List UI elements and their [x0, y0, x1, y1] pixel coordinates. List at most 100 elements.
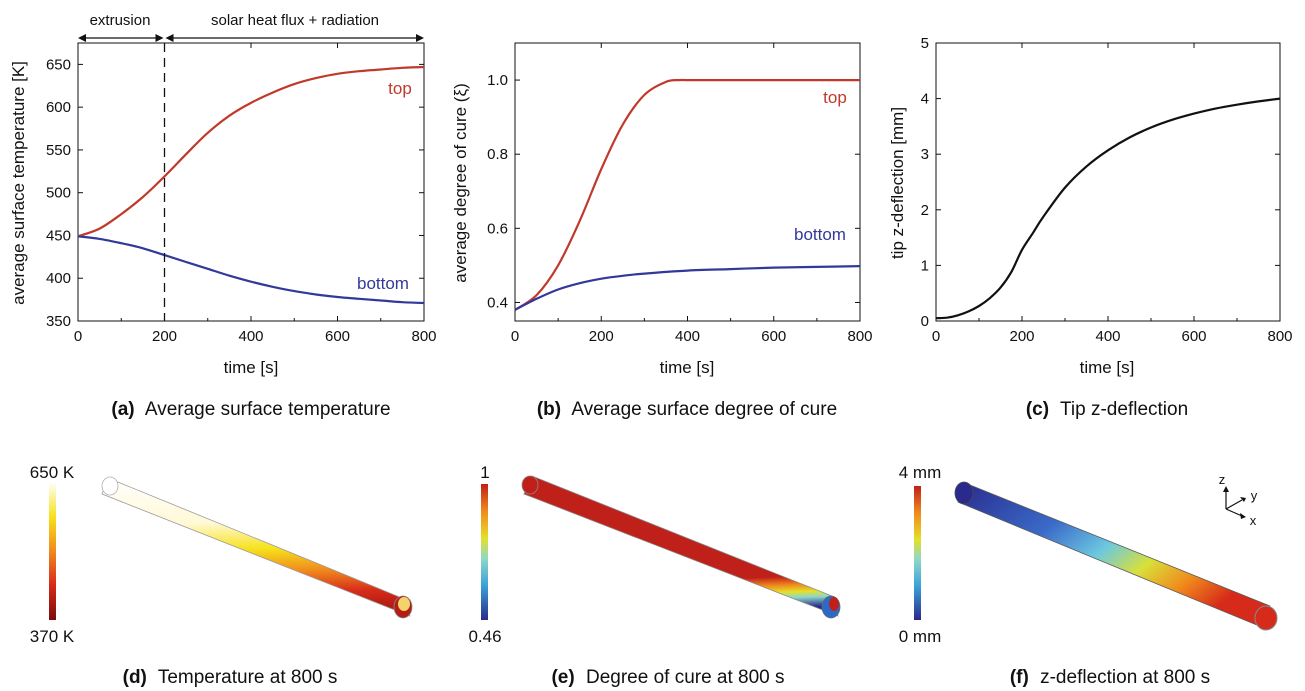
caption-b: (b) Average surface degree of cure [537, 399, 837, 420]
chart-a-plot-area: 0 200 400 600 800 350 400 450 500 550 600 650 [46, 42, 437, 345]
colorbar-temperature [49, 482, 56, 620]
caption-f: (f) z-deflection at 800 s [1010, 667, 1210, 688]
chart-a-ytick-label: 650 [46, 56, 71, 73]
chart-a-xtick-label: 200 [152, 328, 177, 345]
chart-b-plot-area: 0 200 400 600 800 0.4 0.6 0.8 1.0 [487, 42, 873, 345]
chart-b-frame [514, 42, 861, 322]
chart-c-frame [935, 42, 1281, 322]
colorbar-d-min: 370 K [30, 627, 75, 646]
caption-d-text: Temperature at 800 s [158, 667, 338, 688]
chart-b-xtick-label: 0 [511, 328, 519, 345]
chart-a-series-bottom-line [77, 235, 425, 305]
caption-b-text: Average surface degree of cure [571, 399, 837, 420]
colorbar-e-min: 0.46 [468, 627, 501, 646]
caption-d-panel: (d) [123, 667, 147, 688]
caption-f-text: z-deflection at 800 s [1040, 667, 1210, 688]
chart-b-ytick-label: 0.4 [487, 294, 508, 311]
chart-a-ytick-label: 400 [46, 270, 71, 287]
chart-a-series [77, 43, 425, 321]
colorbar-cure [481, 484, 488, 620]
caption-e: (e) Degree of cure at 800 s [551, 667, 784, 688]
colorbar-f-min: 0 mm [899, 627, 942, 646]
colorbar-e-max: 1 [480, 463, 489, 482]
chart-a-ytick-label: 600 [46, 99, 71, 116]
caption-b-panel: (b) [537, 399, 561, 420]
chart-a-ylabel: average surface temperature [K] [9, 61, 28, 305]
rod-deflection [954, 481, 1278, 631]
chart-c-series-deflection-line [935, 97, 1281, 320]
caption-c: (c) Tip z-deflection [1026, 399, 1188, 420]
chart-a-xtick-label: 0 [74, 328, 82, 345]
chart-b-series-bottom-line [514, 265, 861, 311]
chart-a-xtick-label: 400 [238, 328, 263, 345]
colorbar-deflection [914, 486, 921, 620]
chart-a-ytick-label: 350 [46, 313, 71, 330]
chart-c-xlabel: time [s] [1080, 358, 1135, 377]
chart-a-xtick-label: 600 [325, 328, 350, 345]
chart-b-ytick-label: 0.8 [487, 146, 508, 163]
caption-c-panel: (c) [1026, 399, 1049, 420]
phase-label-solar: solar heat flux + radiation [211, 12, 379, 29]
colorbar-f-max: 4 mm [899, 463, 942, 482]
chart-a-xlabel: time [s] [224, 358, 279, 377]
chart-b-series-label-bottom: bottom [794, 225, 846, 244]
panel-a-temperature-chart: 0 200 400 600 800 350 400 450 500 550 600 650 extru… [9, 12, 437, 420]
rod-cure [521, 475, 841, 619]
chart-c-ylabel: tip z-deflection [mm] [888, 107, 907, 259]
panel-c-deflection-chart: 0 200 400 600 800 0 1 2 3 4 5 time [s] tip z-defle… [888, 35, 1293, 420]
chart-b-xtick-label: 600 [761, 328, 786, 345]
panel-e-cure-contour: 1 0.46 (e) Degree of cure at 800 s [468, 463, 841, 688]
chart-c-xtick-label: 600 [1181, 328, 1206, 345]
chart-b-series-top-line [514, 78, 860, 311]
caption-a-panel: (a) [111, 399, 134, 420]
panel-d-temperature-contour: 650 K 370 K (d) Temperature at 800 s [30, 463, 413, 688]
chart-c-ytick-label: 1 [921, 257, 929, 274]
caption-c-text: Tip z-deflection [1060, 399, 1188, 420]
chart-b-series [514, 78, 861, 311]
phase-arrowhead-left-2 [165, 34, 174, 42]
chart-c-xtick-label: 800 [1267, 328, 1292, 345]
chart-b-ylabel: average degree of cure (ξ) [451, 83, 470, 282]
chart-b-xtick-label: 200 [589, 328, 614, 345]
chart-b-xlabel: time [s] [660, 358, 715, 377]
triad-y-label: y [1251, 488, 1258, 503]
chart-c-ytick-label: 5 [921, 35, 929, 52]
caption-a-text: Average surface temperature [145, 399, 391, 420]
panel-f-deflection-contour: 4 mm 0 mm z y x (f) z-deflection at 800 … [899, 463, 1278, 688]
chart-c-series [935, 97, 1281, 320]
triad-z-label: z [1219, 472, 1226, 487]
colorbar-d-max: 650 K [30, 463, 75, 482]
chart-a-series-label-bottom: bottom [357, 274, 409, 293]
caption-d: (d) Temperature at 800 s [123, 667, 338, 688]
triad-x-label: x [1250, 513, 1257, 528]
phase-arrowhead-right-2 [416, 34, 424, 42]
chart-b-ytick-label: 1.0 [487, 72, 508, 89]
chart-c-xtick-label: 200 [1009, 328, 1034, 345]
caption-a: (a) Average surface temperature [111, 399, 390, 420]
chart-c-ytick-label: 0 [921, 313, 929, 330]
caption-e-text: Degree of cure at 800 s [586, 667, 785, 688]
chart-b-ytick-label: 0.6 [487, 220, 508, 237]
phase-arrowhead-left [78, 34, 86, 42]
chart-a-series-top-line [77, 65, 425, 238]
chart-c-ytick-label: 4 [921, 91, 929, 108]
chart-c-xtick-label: 0 [932, 328, 940, 345]
caption-e-panel: (e) [551, 667, 574, 688]
chart-a-ytick-label: 450 [46, 227, 71, 244]
axis-triad-icon: z y x [1219, 472, 1258, 528]
chart-a-xtick-label: 800 [411, 328, 436, 345]
chart-a-phase-annotations: extrusion solar heat flux + radiation [78, 12, 424, 42]
chart-b-xtick-label: 400 [675, 328, 700, 345]
chart-b-xtick-label: 800 [847, 328, 872, 345]
rod-temperature [101, 476, 413, 619]
chart-c-ytick-label: 2 [921, 202, 929, 219]
chart-c-xtick-label: 400 [1095, 328, 1120, 345]
panel-b-cure-chart: 0 200 400 600 800 0.4 0.6 0.8 1.0 time [s] avera… [451, 42, 873, 420]
chart-a-ytick-label: 550 [46, 142, 71, 159]
chart-c-ytick-label: 3 [921, 146, 929, 163]
chart-b-series-label-top: top [823, 88, 847, 107]
chart-a-ytick-label: 500 [46, 185, 71, 202]
chart-a-series-label-top: top [388, 79, 412, 98]
chart-c-plot-area: 0 200 400 600 800 0 1 2 3 4 5 [921, 35, 1293, 345]
